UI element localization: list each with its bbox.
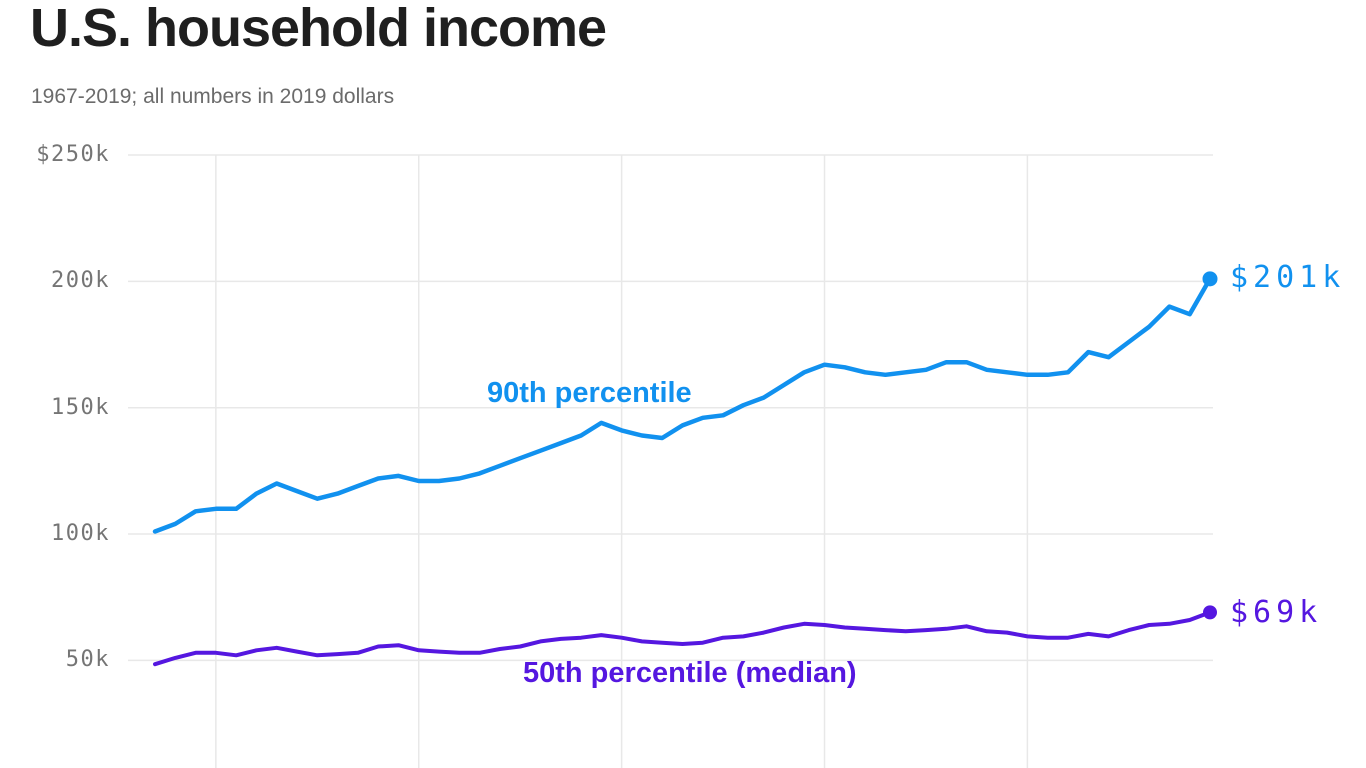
line-50th-percentile-median-	[153, 610, 1212, 667]
end-value-label-50th: $69k	[1230, 595, 1323, 630]
y-axis-tick-200k: 200k	[51, 268, 110, 294]
line-90th-percentile	[152, 276, 1213, 534]
series-label-90th-percentile: 90th percentile	[487, 377, 692, 409]
y-axis-tick-$250k: $250k	[36, 142, 110, 167]
data-lines	[152, 276, 1213, 667]
end-point-dots	[1202, 271, 1218, 620]
end-dot-purple	[1203, 605, 1218, 620]
end-value-label-90th: $201k	[1230, 260, 1346, 295]
series-label-50th-percentile: 50th percentile (median)	[523, 657, 857, 689]
vertical-gridlines	[215, 155, 1029, 768]
y-axis-tick-100k: 100k	[51, 521, 110, 547]
chart-title: U.S. household income	[30, 0, 607, 58]
y-axis-tick-50k: 50k	[65, 647, 110, 673]
end-dot-blue	[1202, 271, 1218, 287]
horizontal-gridlines	[128, 154, 1213, 662]
y-axis-tick-150k: 150k	[51, 394, 110, 420]
chart-subtitle: 1967-2019; all numbers in 2019 dollars	[31, 85, 395, 108]
